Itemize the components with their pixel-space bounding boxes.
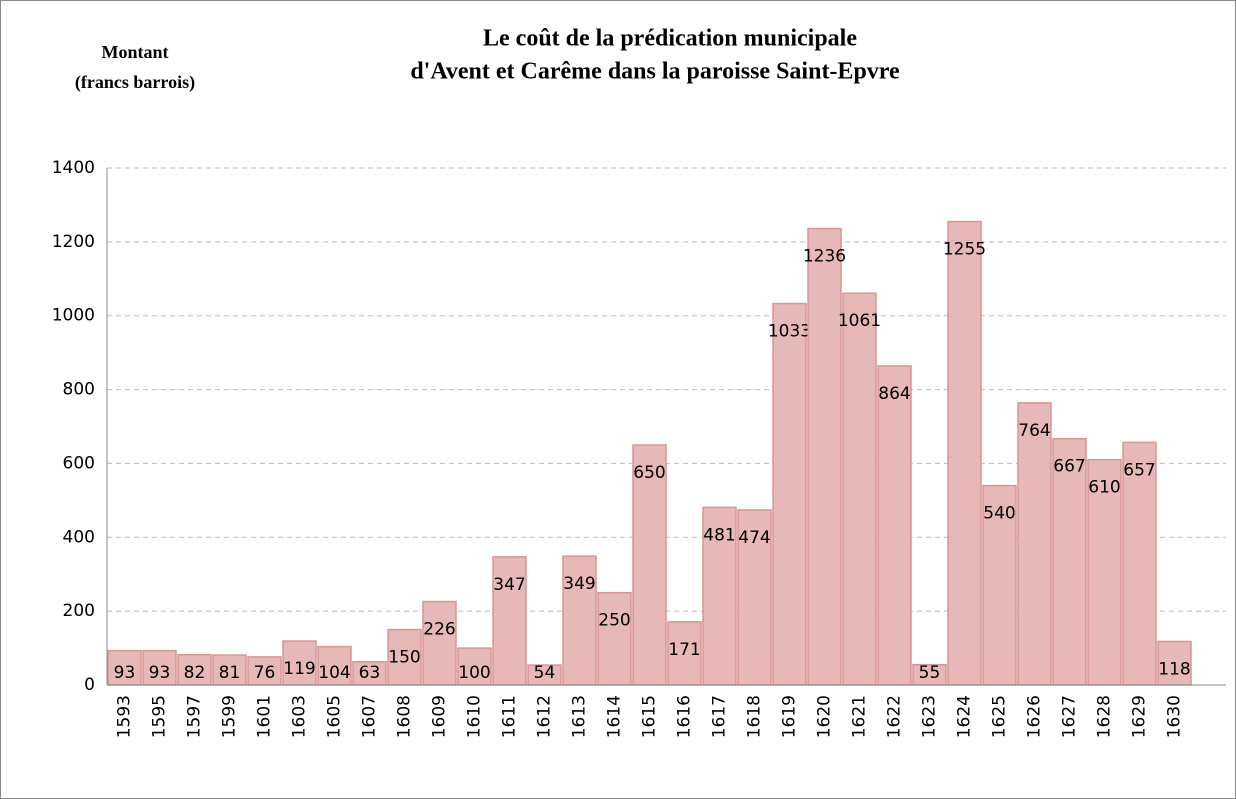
x-tick-label: 1617 — [710, 695, 730, 738]
bar — [842, 292, 877, 686]
data-label: 82 — [184, 663, 206, 683]
bar — [492, 556, 527, 686]
bar — [282, 640, 317, 686]
x-tick-label: 1607 — [360, 695, 380, 738]
y-tick-label: 1200 — [52, 232, 95, 252]
bar — [947, 220, 982, 686]
data-label: 650 — [633, 463, 665, 483]
y-tick-label: 800 — [63, 380, 95, 400]
x-tick-label: 1599 — [220, 695, 240, 738]
data-label: 93 — [114, 663, 136, 683]
data-label: 481 — [703, 525, 735, 545]
bar — [982, 484, 1017, 686]
x-tick-label: 1621 — [850, 695, 870, 738]
data-label: 610 — [1088, 478, 1120, 498]
y-tick-label: 200 — [63, 601, 95, 621]
data-label: 104 — [318, 663, 350, 683]
bar — [142, 649, 177, 686]
data-label: 226 — [423, 620, 455, 640]
data-label: 54 — [534, 663, 556, 683]
bar — [667, 621, 702, 686]
y-axis-label: Montant — [102, 42, 169, 62]
x-tick-label: 1615 — [640, 695, 660, 738]
x-tick-label: 1626 — [1025, 695, 1045, 738]
data-label: 349 — [563, 574, 595, 594]
x-tick-label: 1605 — [325, 695, 345, 738]
data-label: 1061 — [838, 311, 881, 331]
y-tick-label: 0 — [84, 675, 95, 695]
x-tick-label: 1629 — [1130, 695, 1150, 738]
x-tick-label: 1611 — [500, 695, 520, 738]
x-tick-label: 1619 — [780, 695, 800, 738]
data-label: 764 — [1018, 421, 1050, 441]
x-tick-label: 1627 — [1060, 695, 1080, 738]
bar — [702, 506, 737, 686]
x-tick-label: 1622 — [885, 695, 905, 738]
y-tick-label: 1400 — [52, 158, 95, 178]
y-tick-label: 1000 — [52, 306, 95, 326]
data-label: 540 — [983, 504, 1015, 524]
data-label: 657 — [1123, 460, 1155, 480]
x-tick-label: 1608 — [395, 695, 415, 738]
x-tick-label: 1614 — [605, 695, 625, 738]
data-label: 1236 — [803, 247, 846, 267]
x-tick-label: 1618 — [745, 695, 765, 738]
bar — [877, 365, 912, 686]
data-label: 347 — [493, 575, 525, 595]
bar — [1157, 640, 1192, 686]
x-tick-label: 1610 — [465, 695, 485, 738]
data-label: 250 — [598, 611, 630, 631]
x-tick-label: 1613 — [570, 695, 590, 738]
y-tick-label: 400 — [63, 527, 95, 547]
bar — [422, 600, 457, 686]
x-tick-label: 1593 — [115, 695, 135, 738]
data-label: 1033 — [768, 322, 811, 342]
bar — [737, 509, 772, 686]
data-label: 118 — [1158, 659, 1190, 679]
x-tick-label: 1616 — [675, 695, 695, 738]
data-label: 1255 — [943, 240, 986, 260]
x-tick-label: 1603 — [290, 695, 310, 738]
bar — [772, 302, 807, 686]
x-tick-label: 1595 — [150, 695, 170, 738]
bar — [807, 227, 842, 686]
x-tick-label: 1612 — [535, 695, 555, 738]
data-label: 55 — [919, 663, 941, 683]
bar — [457, 647, 492, 686]
bar — [247, 656, 282, 686]
bar — [1052, 437, 1087, 686]
x-tick-label: 1597 — [185, 695, 205, 738]
x-tick-label: 1625 — [990, 695, 1010, 738]
y-axis-label: (francs barrois) — [75, 72, 195, 93]
data-label: 81 — [219, 663, 241, 683]
data-label: 119 — [283, 659, 315, 679]
bar — [597, 591, 632, 686]
x-tick-label: 1609 — [430, 695, 450, 738]
x-tick-label: 1620 — [815, 695, 835, 738]
data-label: 864 — [878, 384, 910, 404]
data-label: 171 — [668, 640, 700, 660]
x-tick-label: 1624 — [955, 695, 975, 738]
bar — [177, 653, 212, 686]
bar — [1017, 402, 1052, 686]
chart-title: d'Avent et Carême dans la paroisse Saint… — [410, 59, 900, 85]
x-tick-label: 1601 — [255, 695, 275, 738]
bar — [1122, 441, 1157, 686]
y-tick-label: 600 — [63, 453, 95, 473]
x-tick-label: 1628 — [1095, 695, 1115, 738]
data-label: 100 — [458, 663, 490, 683]
data-label: 150 — [388, 648, 420, 668]
chart-title: Le coût de la prédication municipale — [483, 26, 857, 52]
bar — [562, 555, 597, 686]
data-label: 667 — [1053, 457, 1085, 477]
data-label: 474 — [738, 528, 770, 548]
bar — [1087, 458, 1122, 686]
x-tick-label: 1630 — [1165, 695, 1185, 738]
data-label: 76 — [254, 663, 276, 683]
data-label: 63 — [359, 663, 381, 683]
x-tick-label: 1623 — [920, 695, 940, 738]
data-label: 93 — [149, 663, 171, 683]
